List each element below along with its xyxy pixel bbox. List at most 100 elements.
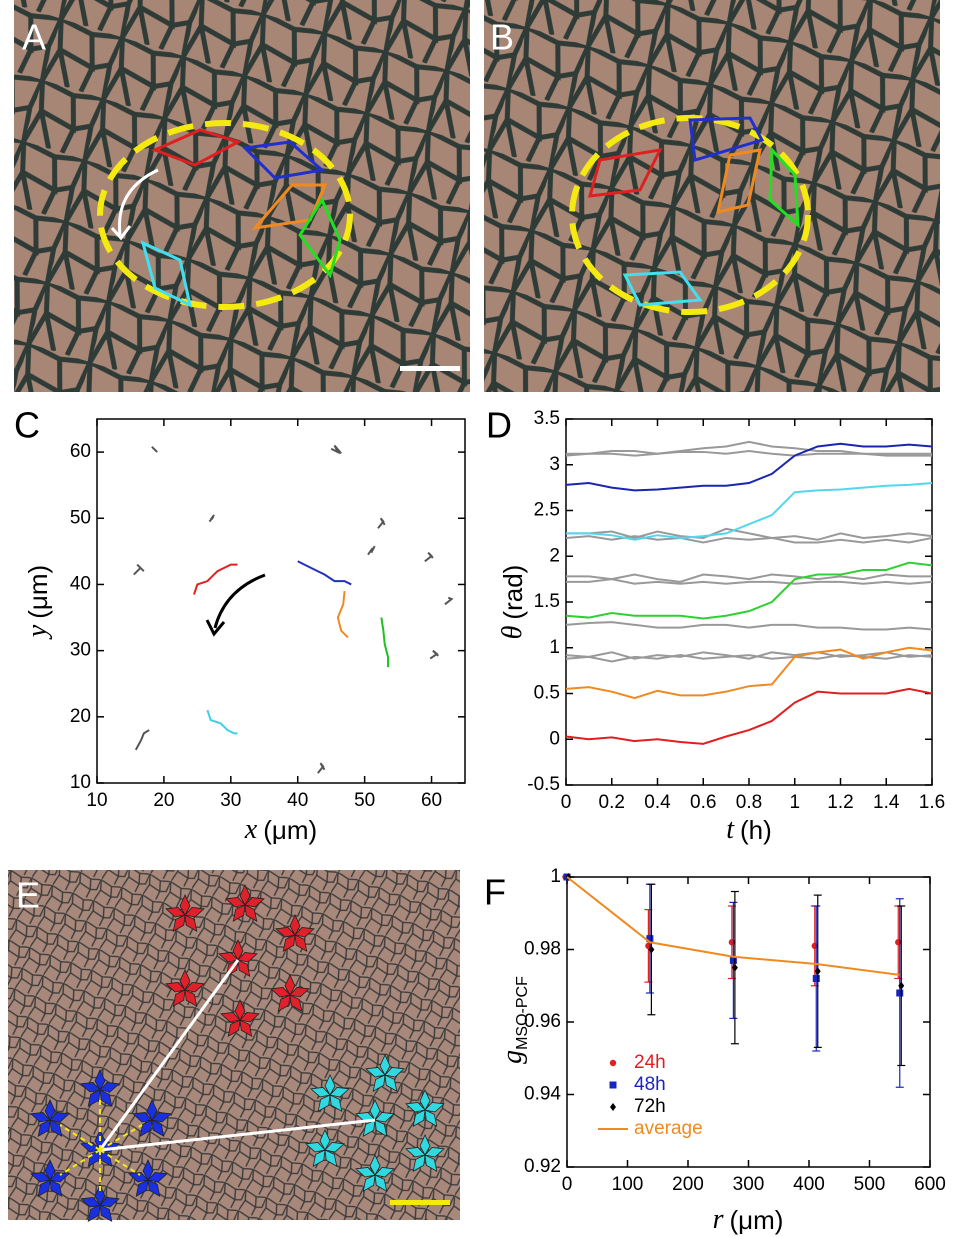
legend-label: 48h xyxy=(634,1074,666,1095)
x-tick-label: 100 xyxy=(612,1174,644,1195)
x-axis-unit: (μm) xyxy=(729,1205,783,1235)
y-tick-label: 2 xyxy=(549,545,560,566)
y-axis-sub: MSO-PCF xyxy=(514,976,531,1050)
y-axis-label: y (μm) xyxy=(22,565,53,640)
point xyxy=(811,942,818,950)
legend-marker xyxy=(610,1103,616,1111)
y-tick-label: 0 xyxy=(549,728,560,749)
trajectory-line xyxy=(565,621,933,631)
trajectory-line xyxy=(151,446,158,453)
legend-label: 72h xyxy=(634,1096,666,1117)
trajectory-line xyxy=(206,709,238,735)
x-tick-label: 40 xyxy=(287,790,308,811)
y-tick-label: 0.92 xyxy=(524,1156,561,1177)
plot-frame xyxy=(96,418,466,784)
trajectory-line xyxy=(565,651,933,660)
x-tick-label: 10 xyxy=(86,790,107,811)
panel-label: E xyxy=(16,875,40,916)
x-tick-label: 0.8 xyxy=(736,792,762,813)
trajectory-line xyxy=(566,573,932,583)
average-line xyxy=(566,876,900,976)
trajectory-line xyxy=(565,561,933,620)
y-tick-label: 0.94 xyxy=(524,1084,561,1105)
trajectory-line xyxy=(566,450,932,457)
point xyxy=(814,967,821,976)
trajectory-line xyxy=(566,527,933,541)
x-axis-unit: (μm) xyxy=(263,815,317,845)
point xyxy=(728,939,736,946)
x-tick-label: 1.6 xyxy=(919,792,945,813)
x-tick-label: 1.2 xyxy=(827,792,853,813)
trajectory-line xyxy=(444,596,454,606)
trajectory-line xyxy=(336,590,349,639)
y-tick-label: 30 xyxy=(70,640,91,661)
trajectory-line xyxy=(330,444,342,455)
y-axis-var: g xyxy=(497,1050,528,1064)
legend-marker xyxy=(609,1059,617,1067)
trajectory-line xyxy=(133,563,145,576)
x-tick-label: 300 xyxy=(733,1174,765,1195)
legend-marker xyxy=(609,1081,617,1089)
y-tick-label: 3 xyxy=(549,454,560,475)
point xyxy=(731,963,738,972)
y-axis-unit: (μm) xyxy=(23,565,53,619)
trajectory-line xyxy=(429,649,439,660)
panel-label: A xyxy=(22,17,46,58)
point xyxy=(646,935,654,943)
micrograph-a xyxy=(14,0,470,392)
x-tick-label: 1 xyxy=(789,792,800,813)
x-tick-label: 0 xyxy=(561,792,572,813)
x-tick-label: 500 xyxy=(854,1174,886,1195)
x-tick-label: 400 xyxy=(793,1174,825,1195)
y-tick-label: 50 xyxy=(70,507,91,528)
y-axis-unit: (rad) xyxy=(498,565,528,620)
x-axis-label: x (μm) xyxy=(244,814,317,845)
point xyxy=(812,975,820,982)
y-tick-label: 2.5 xyxy=(534,500,560,521)
trajectory-line xyxy=(134,729,150,751)
trajectory-line xyxy=(367,545,376,556)
point xyxy=(896,989,904,997)
legend-label: average xyxy=(634,1118,703,1139)
trajectory-line xyxy=(424,551,434,563)
y-tick-label: 40 xyxy=(70,573,91,594)
panel-label: D xyxy=(486,405,512,446)
trajectory-line xyxy=(317,762,326,774)
y-axis-var: y xyxy=(22,624,53,640)
x-tick-label: 30 xyxy=(220,790,241,811)
x-tick-label: 600 xyxy=(914,1174,946,1195)
y-tick-label: 3.5 xyxy=(534,408,560,429)
x-tick-label: 0.2 xyxy=(599,792,625,813)
x-tick-label: 60 xyxy=(421,790,442,811)
rotation-arrow xyxy=(213,573,266,629)
x-axis-var: x xyxy=(244,814,258,845)
micrograph-b xyxy=(484,0,940,392)
x-axis-label: t (h) xyxy=(726,814,772,845)
y-tick-label: 10 xyxy=(70,772,91,793)
y-tick-label: 1 xyxy=(549,637,560,658)
y-axis-label: gMSO-PCF xyxy=(497,976,531,1064)
rotation-arrow-head xyxy=(205,619,226,637)
x-axis-unit: (h) xyxy=(740,815,772,845)
y-tick-label: 0.98 xyxy=(524,939,561,960)
y-tick-label: 20 xyxy=(70,706,91,727)
x-axis-var: t xyxy=(726,814,735,845)
y-tick-label: 0.5 xyxy=(534,683,560,704)
point xyxy=(895,939,902,946)
tiling-e xyxy=(8,870,460,1225)
trajectory-line xyxy=(377,517,386,529)
y-tick-label: 0.96 xyxy=(524,1011,561,1032)
trajectory-line xyxy=(565,646,933,700)
trajectory-line xyxy=(208,514,215,523)
x-tick-label: 0.4 xyxy=(644,792,671,813)
panel-label: C xyxy=(14,405,40,446)
point xyxy=(898,981,905,990)
legend-label: 24h xyxy=(634,1052,666,1073)
y-axis-var: θ xyxy=(497,625,528,639)
y-tick-label: 1 xyxy=(550,866,561,887)
trajectory-line xyxy=(297,560,352,586)
x-tick-label: 0.6 xyxy=(690,792,716,813)
x-tick-label: 200 xyxy=(672,1174,704,1195)
x-tick-label: 20 xyxy=(153,790,174,811)
